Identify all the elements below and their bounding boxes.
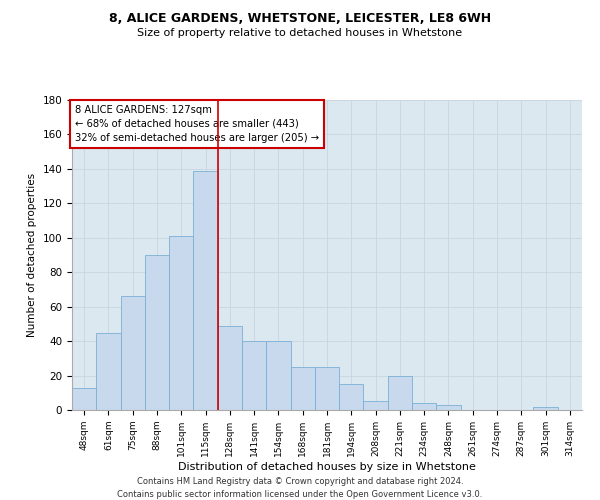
Bar [388,376,412,410]
Bar [339,384,364,410]
Bar [218,326,242,410]
Text: Contains HM Land Registry data © Crown copyright and database right 2024.: Contains HM Land Registry data © Crown c… [137,478,463,486]
Text: Size of property relative to detached houses in Whetstone: Size of property relative to detached ho… [137,28,463,38]
Bar [266,341,290,410]
Bar [169,236,193,410]
Bar [315,367,339,410]
Text: 8 ALICE GARDENS: 127sqm
← 68% of detached houses are smaller (443)
32% of semi-d: 8 ALICE GARDENS: 127sqm ← 68% of detache… [74,104,319,142]
Bar [533,406,558,410]
Bar [290,367,315,410]
Bar [436,405,461,410]
Bar [193,170,218,410]
Y-axis label: Number of detached properties: Number of detached properties [27,173,37,337]
Text: 8, ALICE GARDENS, WHETSTONE, LEICESTER, LE8 6WH: 8, ALICE GARDENS, WHETSTONE, LEICESTER, … [109,12,491,26]
Bar [121,296,145,410]
Bar [412,403,436,410]
Text: Contains public sector information licensed under the Open Government Licence v3: Contains public sector information licen… [118,490,482,499]
Bar [96,332,121,410]
X-axis label: Distribution of detached houses by size in Whetstone: Distribution of detached houses by size … [178,462,476,471]
Bar [364,402,388,410]
Bar [72,388,96,410]
Bar [145,255,169,410]
Bar [242,341,266,410]
